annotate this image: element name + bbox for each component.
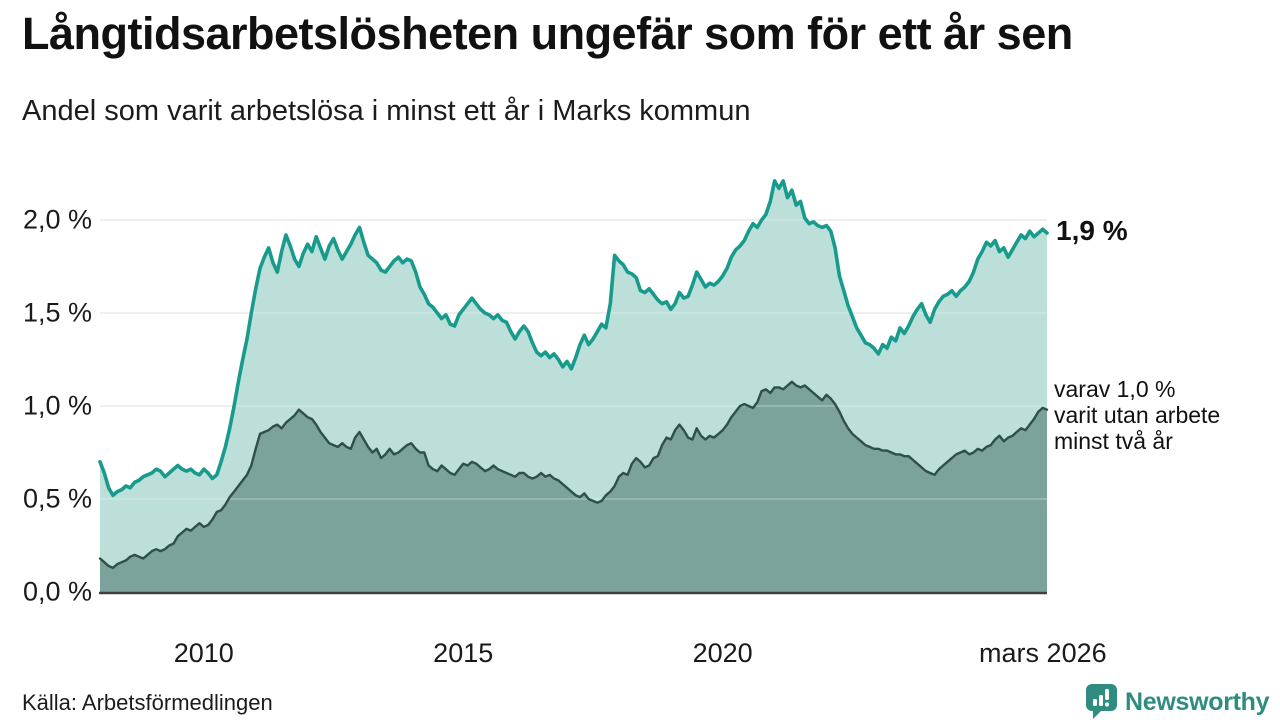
newsworthy-wordmark: Newsworthy	[1125, 687, 1270, 716]
x-tick-label: mars 2026	[979, 638, 1107, 668]
y-tick-label: 1,5 %	[22, 297, 92, 328]
source-credit: Källa: Arbetsförmedlingen	[22, 690, 273, 715]
page-title: Långtidsarbetslösheten ungefär som för e…	[22, 8, 1073, 59]
line-minst-tva-ar	[98, 380, 1049, 569]
line-minst-ett-ar	[98, 179, 1049, 498]
y-tick-label: 2,0 %	[22, 204, 92, 235]
area-minst-tva-ar	[100, 381, 1047, 592]
x-tick-label: 2015	[433, 638, 494, 668]
y-tick-label: 0,0 %	[22, 576, 92, 607]
y-tick-label: 1,0 %	[22, 390, 92, 421]
newsworthy-bubble-chart-icon	[1086, 684, 1117, 719]
x-tick-label: 2020	[692, 638, 753, 668]
y-tick-label: 0,5 %	[22, 483, 92, 514]
end-label-secondary: varav 1,0 % varit utan arbete minst två …	[1054, 376, 1221, 454]
chart-subtitle: Andel som varit arbetslösa i minst ett å…	[22, 95, 751, 127]
x-tick-label: 2010	[173, 638, 234, 668]
end-label-primary: 1,9 %	[1056, 215, 1128, 246]
newsworthy-logo: Newsworthy	[1086, 684, 1270, 720]
